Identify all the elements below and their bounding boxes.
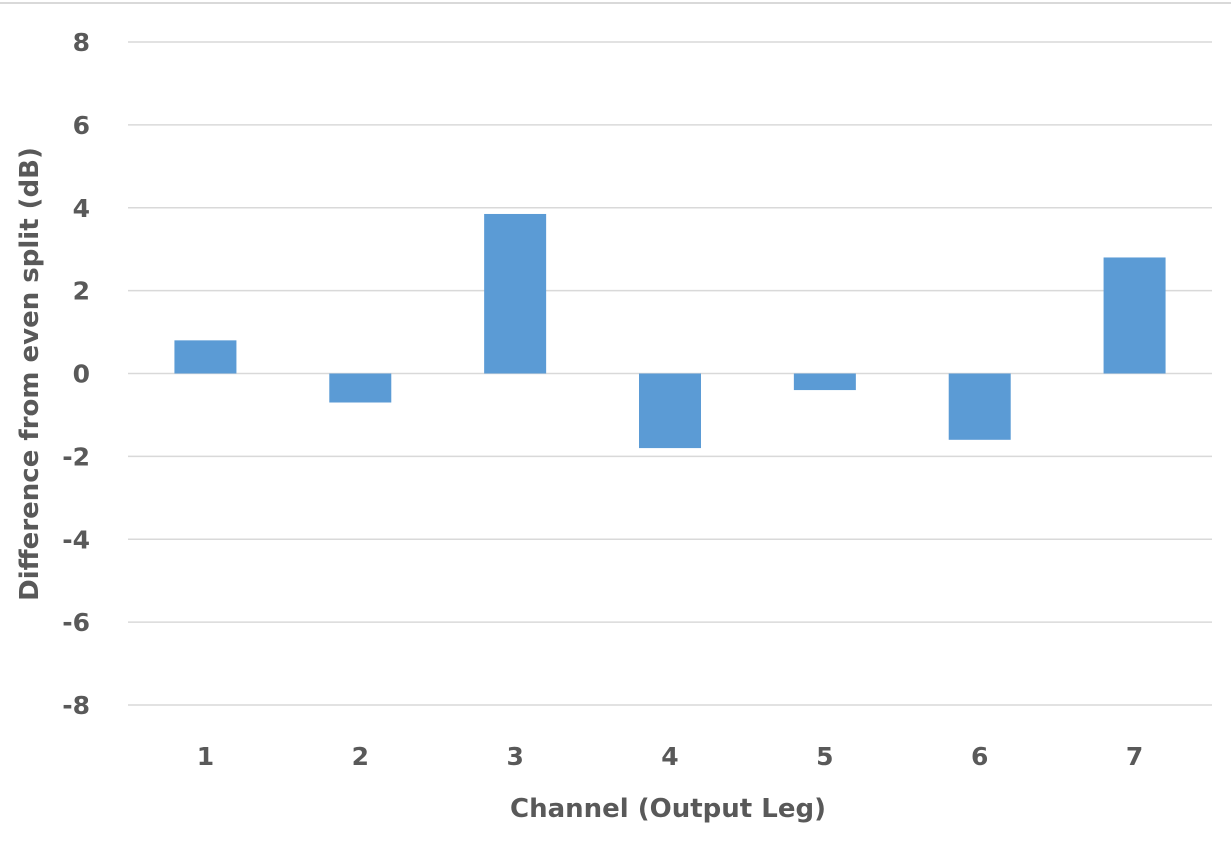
bars: [174, 213, 1166, 449]
bar-channel-1: [174, 340, 237, 374]
x-tick-label: 5: [816, 742, 833, 771]
bar-channel-5: [793, 373, 856, 391]
y-tick-label: 4: [73, 194, 90, 223]
y-tick-label: -6: [62, 608, 90, 637]
y-tick-label: 2: [73, 277, 90, 306]
y-tick-label: -4: [62, 525, 90, 554]
bar-channel-3: [484, 213, 547, 374]
bar-channel-7: [1103, 257, 1166, 374]
y-tick-label: 8: [73, 28, 90, 57]
y-tick-label: 6: [73, 111, 90, 140]
x-tick-labels: 1 2 3 4 5 6 7: [197, 742, 1144, 771]
x-tick-label: 7: [1126, 742, 1143, 771]
x-axis-title: Channel (Output Leg): [510, 794, 826, 824]
x-tick-label: 3: [506, 742, 523, 771]
y-tick-labels: 8 6 4 2 0 -2 -4 -6 -8: [62, 28, 90, 720]
y-tick-label: -8: [62, 691, 90, 720]
y-axis-title: Difference from even split (dB): [15, 147, 45, 601]
y-tick-label: 0: [73, 360, 90, 389]
bar-channel-2: [329, 373, 392, 403]
x-tick-label: 2: [352, 742, 369, 771]
y-tick-label: -2: [62, 442, 90, 471]
bar-channel-6: [948, 373, 1011, 440]
x-tick-label: 4: [661, 742, 678, 771]
x-tick-label: 1: [197, 742, 214, 771]
bar-channel-4: [639, 373, 701, 449]
x-tick-label: 6: [971, 742, 988, 771]
